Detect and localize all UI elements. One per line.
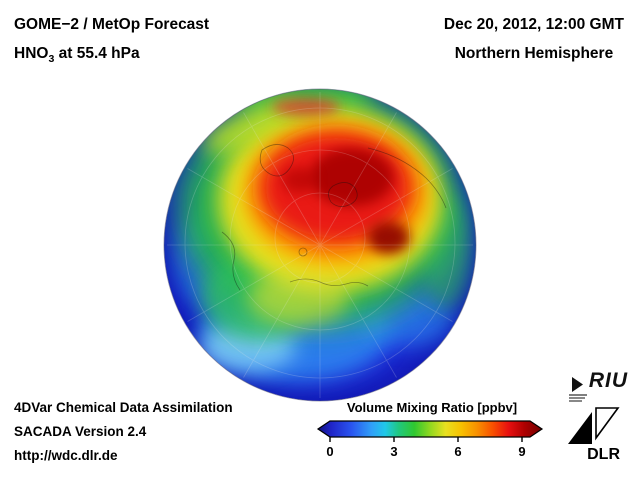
colorbar-label: Volume Mixing Ratio [ppbv] bbox=[346, 400, 518, 415]
riu-logo-text: RIU bbox=[588, 369, 628, 392]
riu-logo: RIU bbox=[567, 370, 628, 402]
riu-logo-icon bbox=[568, 377, 587, 402]
coastlines bbox=[221, 144, 447, 291]
colorbar-tick-9: 9 bbox=[518, 444, 526, 459]
title-species: HNO bbox=[14, 45, 49, 62]
hemisphere-label: Northern Hemisphere bbox=[454, 45, 614, 62]
dlr-logo-icon bbox=[568, 407, 620, 444]
forecast-datetime: Dec 20, 2012, 12:00 GMT bbox=[443, 16, 624, 33]
graticule bbox=[167, 92, 473, 398]
website-url: http://wdc.dlr.de bbox=[14, 448, 118, 463]
colorbar-tick-3: 3 bbox=[390, 444, 398, 459]
colorbar-tick-0: 0 bbox=[326, 444, 334, 459]
dlr-logo: DLR bbox=[560, 400, 624, 464]
colorbar bbox=[316, 420, 544, 442]
title-block: GOME−2 / MetOp Forecast HNO3 at 55.4 hPa bbox=[14, 10, 209, 74]
globe-limb bbox=[163, 88, 477, 402]
assimilation-label: 4DVar Chemical Data Assimilation bbox=[14, 400, 233, 415]
title-line2: HNO3 at 55.4 hPa bbox=[14, 39, 209, 74]
credits-block: 4DVar Chemical Data Assimilation SACADA … bbox=[14, 396, 233, 468]
version-label: SACADA Version 2.4 bbox=[14, 424, 147, 439]
datetime-block: Dec 20, 2012, 12:00 GMT Northern Hemisph… bbox=[444, 10, 624, 68]
title-level: at 55.4 hPa bbox=[54, 45, 140, 62]
title-line1: GOME−2 / MetOp Forecast bbox=[14, 16, 210, 33]
globe-field bbox=[164, 89, 476, 401]
dlr-logo-text: DLR bbox=[587, 446, 620, 463]
title-species-subscript: 3 bbox=[48, 53, 55, 66]
colorbar-ticks bbox=[329, 437, 523, 442]
colorbar-tick-6: 6 bbox=[454, 444, 462, 459]
